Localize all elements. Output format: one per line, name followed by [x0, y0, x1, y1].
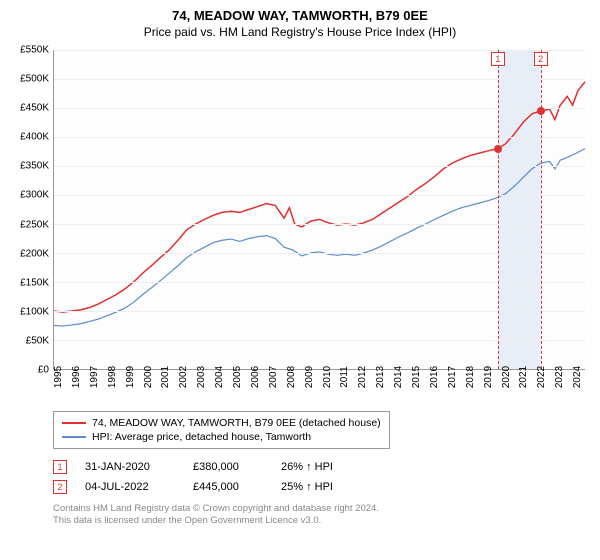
legend: 74, MEADOW WAY, TAMWORTH, B79 0EE (detac… — [53, 411, 390, 449]
y-tick-label: £400K — [20, 132, 49, 143]
sale-row: 2 04-JUL-2022 £445,000 25% ↑ HPI — [53, 477, 590, 497]
x-tick-label: 2010 — [322, 366, 333, 388]
x-tick-label: 2021 — [518, 366, 529, 388]
footer: Contains HM Land Registry data © Crown c… — [53, 503, 590, 528]
x-tick-label: 2008 — [286, 366, 297, 388]
x-tick-label: 1997 — [89, 366, 100, 388]
gridline — [54, 108, 585, 109]
x-tick-label: 2024 — [572, 366, 583, 388]
x-tick-label: 2015 — [411, 366, 422, 388]
gridline — [54, 50, 585, 51]
x-axis: 1995199619971998199920002001200220032004… — [53, 375, 590, 405]
sale-date: 04-JUL-2022 — [85, 481, 175, 493]
x-tick-label: 2009 — [304, 366, 315, 388]
line-layer — [54, 50, 585, 369]
legend-label: 74, MEADOW WAY, TAMWORTH, B79 0EE (detac… — [92, 417, 381, 429]
x-tick-label: 1995 — [53, 366, 64, 388]
chart-subtitle: Price paid vs. HM Land Registry's House … — [10, 25, 590, 39]
marker-badge: 2 — [534, 52, 548, 66]
y-tick-label: £0 — [38, 365, 49, 376]
marker-vline — [541, 50, 542, 369]
legend-swatch — [62, 436, 86, 438]
footer-line1: Contains HM Land Registry data © Crown c… — [53, 503, 590, 515]
y-tick-label: £200K — [20, 248, 49, 259]
gridline — [54, 340, 585, 341]
x-tick-label: 2022 — [536, 366, 547, 388]
marker-badge: 1 — [491, 52, 505, 66]
x-tick-label: 2002 — [178, 366, 189, 388]
sale-badge: 2 — [53, 480, 67, 494]
x-tick-label: 2003 — [196, 366, 207, 388]
y-tick-label: £300K — [20, 190, 49, 201]
x-tick-label: 2000 — [143, 366, 154, 388]
series-hpi — [54, 149, 585, 326]
gridline — [54, 311, 585, 312]
marker-dot — [494, 145, 502, 153]
y-tick-label: £150K — [20, 277, 49, 288]
marker-dot — [537, 107, 545, 115]
gridline — [54, 79, 585, 80]
gridline — [54, 195, 585, 196]
legend-label: HPI: Average price, detached house, Tamw… — [92, 431, 311, 443]
plot-area: 12 — [53, 50, 585, 370]
sale-price: £445,000 — [193, 481, 263, 493]
y-axis: £0£50K£100K£150K£200K£250K£300K£350K£400… — [15, 50, 53, 370]
chart-area: £0 £50K £100K £150K £200K £250K £300K £350K £400… — [10, 45, 590, 375]
x-tick-label: 2023 — [554, 366, 565, 388]
x-tick-label: 1999 — [125, 366, 136, 388]
y-tick-label: £100K — [20, 306, 49, 317]
gridline — [54, 282, 585, 283]
sale-badge: 1 — [53, 460, 67, 474]
x-tick-label: 2014 — [393, 366, 404, 388]
sale-date: 31-JAN-2020 — [85, 461, 175, 473]
x-tick-label: 2011 — [339, 366, 350, 388]
gridline — [54, 137, 585, 138]
x-tick-label: 2007 — [268, 366, 279, 388]
gridline — [54, 253, 585, 254]
footer-line2: This data is licensed under the Open Gov… — [53, 515, 590, 527]
x-tick-label: 2013 — [375, 366, 386, 388]
title-block: 74, MEADOW WAY, TAMWORTH, B79 0EE Price … — [10, 8, 590, 39]
y-tick-label: £550K — [20, 45, 49, 56]
x-tick-label: 1996 — [71, 366, 82, 388]
x-tick-label: 2016 — [429, 366, 440, 388]
sale-delta: 26% ↑ HPI — [281, 461, 333, 473]
y-tick-label: £250K — [20, 219, 49, 230]
marker-vline — [498, 50, 499, 369]
gridline — [54, 224, 585, 225]
gridline — [54, 166, 585, 167]
x-tick-label: 2006 — [250, 366, 261, 388]
sale-row: 1 31-JAN-2020 £380,000 26% ↑ HPI — [53, 457, 590, 477]
y-tick-label: £50K — [26, 335, 49, 346]
x-tick-label: 2019 — [483, 366, 494, 388]
sales-table: 1 31-JAN-2020 £380,000 26% ↑ HPI 2 04-JUL-202… — [53, 457, 590, 497]
chart-container: 74, MEADOW WAY, TAMWORTH, B79 0EE Price … — [0, 0, 600, 560]
sale-price: £380,000 — [193, 461, 263, 473]
y-tick-label: £350K — [20, 161, 49, 172]
legend-swatch — [62, 422, 86, 424]
legend-item: HPI: Average price, detached house, Tamw… — [62, 430, 381, 444]
y-tick-label: £500K — [20, 74, 49, 85]
x-tick-label: 2005 — [232, 366, 243, 388]
y-tick-label: £450K — [20, 103, 49, 114]
x-tick-label: 2017 — [447, 366, 458, 388]
x-tick-label: 2004 — [214, 366, 225, 388]
chart-title: 74, MEADOW WAY, TAMWORTH, B79 0EE — [10, 8, 590, 23]
x-tick-label: 2018 — [465, 366, 476, 388]
legend-item: 74, MEADOW WAY, TAMWORTH, B79 0EE (detac… — [62, 416, 381, 430]
series-property — [54, 82, 585, 312]
x-tick-label: 2020 — [501, 366, 512, 388]
x-tick-label: 1998 — [107, 366, 118, 388]
x-tick-label: 2012 — [357, 366, 368, 388]
sale-delta: 25% ↑ HPI — [281, 481, 333, 493]
x-tick-label: 2001 — [160, 366, 171, 388]
